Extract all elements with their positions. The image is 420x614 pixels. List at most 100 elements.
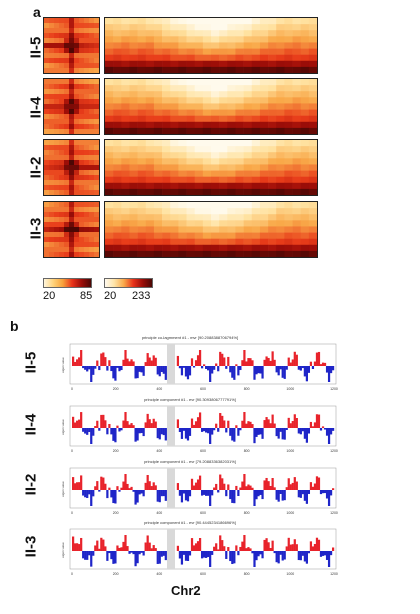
eigen-bar bbox=[317, 539, 321, 551]
aggregate-cell bbox=[74, 212, 80, 218]
aggregate-cell bbox=[89, 190, 95, 195]
aggregate-cell bbox=[54, 227, 60, 233]
panel-a-row-label-2: II-4 bbox=[27, 96, 45, 119]
eigen-bar bbox=[263, 539, 266, 551]
aggregate-cell bbox=[54, 79, 60, 85]
aggregate-cell bbox=[74, 94, 80, 100]
aggregate-cell bbox=[79, 23, 85, 29]
eigen-bar bbox=[313, 422, 317, 428]
contact-cell bbox=[227, 109, 236, 116]
aggregate-cell bbox=[79, 165, 85, 171]
eigen-bar bbox=[162, 366, 165, 374]
contact-cell bbox=[121, 91, 130, 98]
contact-cell bbox=[243, 121, 253, 129]
contact-cell bbox=[137, 85, 147, 92]
eigen-bar bbox=[327, 490, 331, 506]
eigen-bar bbox=[192, 366, 196, 368]
eigen-bar bbox=[192, 545, 196, 551]
aggregate-cell bbox=[64, 185, 70, 191]
contact-cell bbox=[162, 60, 171, 68]
contact-cell bbox=[308, 152, 317, 159]
eigen-bar bbox=[200, 428, 204, 432]
eigen-bar bbox=[285, 428, 288, 430]
contact-cell bbox=[145, 220, 155, 227]
contact-cell bbox=[162, 188, 171, 195]
contact-cell bbox=[202, 244, 212, 252]
eigen-bar bbox=[120, 428, 123, 431]
contact-cell bbox=[137, 79, 147, 86]
eigen-bar bbox=[98, 366, 101, 371]
aggregate-cell bbox=[89, 89, 95, 95]
aggregate-cell bbox=[94, 150, 99, 156]
aggregate-cell bbox=[69, 68, 75, 73]
centromere-gap bbox=[167, 468, 175, 508]
aggregate-cell bbox=[84, 53, 90, 59]
contact-cell bbox=[227, 79, 236, 86]
contact-cell bbox=[194, 170, 204, 177]
contact-cell bbox=[235, 202, 244, 209]
contact-cell bbox=[186, 103, 195, 110]
contact-cell bbox=[137, 24, 147, 31]
contact-cell bbox=[219, 42, 228, 49]
contact-cell bbox=[259, 164, 269, 171]
eigen-bar bbox=[146, 475, 149, 490]
eigen-bar bbox=[235, 545, 238, 551]
aggregate-cell bbox=[44, 23, 50, 29]
aggregate-cell bbox=[89, 202, 95, 208]
contact-cell bbox=[292, 103, 301, 110]
contact-cell bbox=[227, 30, 236, 37]
aggregate-cell bbox=[54, 38, 60, 44]
contact-cell bbox=[178, 91, 187, 98]
contact-cell bbox=[113, 18, 122, 25]
aggregate-cell bbox=[94, 94, 99, 100]
eigen-bar bbox=[323, 362, 327, 366]
aggregate-cell bbox=[54, 150, 60, 156]
contact-cell bbox=[202, 170, 212, 177]
aggregate-cell bbox=[64, 217, 70, 223]
aggregate-cell bbox=[89, 53, 95, 59]
contact-cell bbox=[137, 182, 147, 190]
eigen-bar bbox=[78, 544, 81, 551]
contact-cell bbox=[105, 18, 114, 25]
contact-cell bbox=[194, 250, 204, 257]
contact-cell bbox=[121, 208, 130, 215]
eigen-bar bbox=[92, 490, 95, 497]
aggregate-cell bbox=[54, 212, 60, 218]
eigen-bar bbox=[130, 359, 133, 366]
eigen-bar bbox=[150, 548, 153, 551]
aggregate-cell bbox=[44, 18, 50, 24]
contact-cell bbox=[162, 127, 171, 134]
eigen-bar bbox=[267, 542, 270, 551]
eigen-ylabel: eigen value bbox=[61, 542, 65, 558]
contact-cell bbox=[121, 109, 130, 116]
eigen-bar bbox=[74, 483, 77, 490]
aggregate-cell bbox=[44, 185, 50, 191]
contact-cell bbox=[211, 164, 220, 171]
eigen-bar bbox=[325, 551, 329, 560]
contact-cell bbox=[268, 115, 277, 123]
aggregate-cell bbox=[89, 68, 95, 73]
aggregate-cell bbox=[59, 104, 65, 110]
contact-cell bbox=[153, 208, 163, 215]
aggregate-cell bbox=[84, 185, 90, 191]
contact-cell bbox=[145, 115, 155, 123]
contact-cell bbox=[211, 103, 220, 110]
contact-cell bbox=[121, 164, 130, 171]
contact-cell bbox=[105, 170, 114, 177]
contact-cell bbox=[308, 24, 317, 31]
contact-cell bbox=[219, 170, 228, 177]
eigen-bar bbox=[124, 350, 127, 366]
contact-cell bbox=[137, 176, 147, 184]
contact-cell bbox=[153, 170, 163, 177]
contact-cell bbox=[300, 97, 310, 104]
eigen-bar bbox=[313, 543, 317, 551]
aggregate-cell bbox=[84, 227, 90, 233]
contact-cell bbox=[113, 158, 122, 165]
contact-cell bbox=[300, 48, 310, 55]
aggregate-cell bbox=[69, 180, 75, 186]
contact-cell bbox=[284, 208, 293, 215]
aggregate-cell bbox=[69, 109, 75, 115]
contact-cell bbox=[121, 115, 130, 123]
contact-cell bbox=[284, 24, 293, 31]
contact-cell bbox=[235, 97, 244, 104]
